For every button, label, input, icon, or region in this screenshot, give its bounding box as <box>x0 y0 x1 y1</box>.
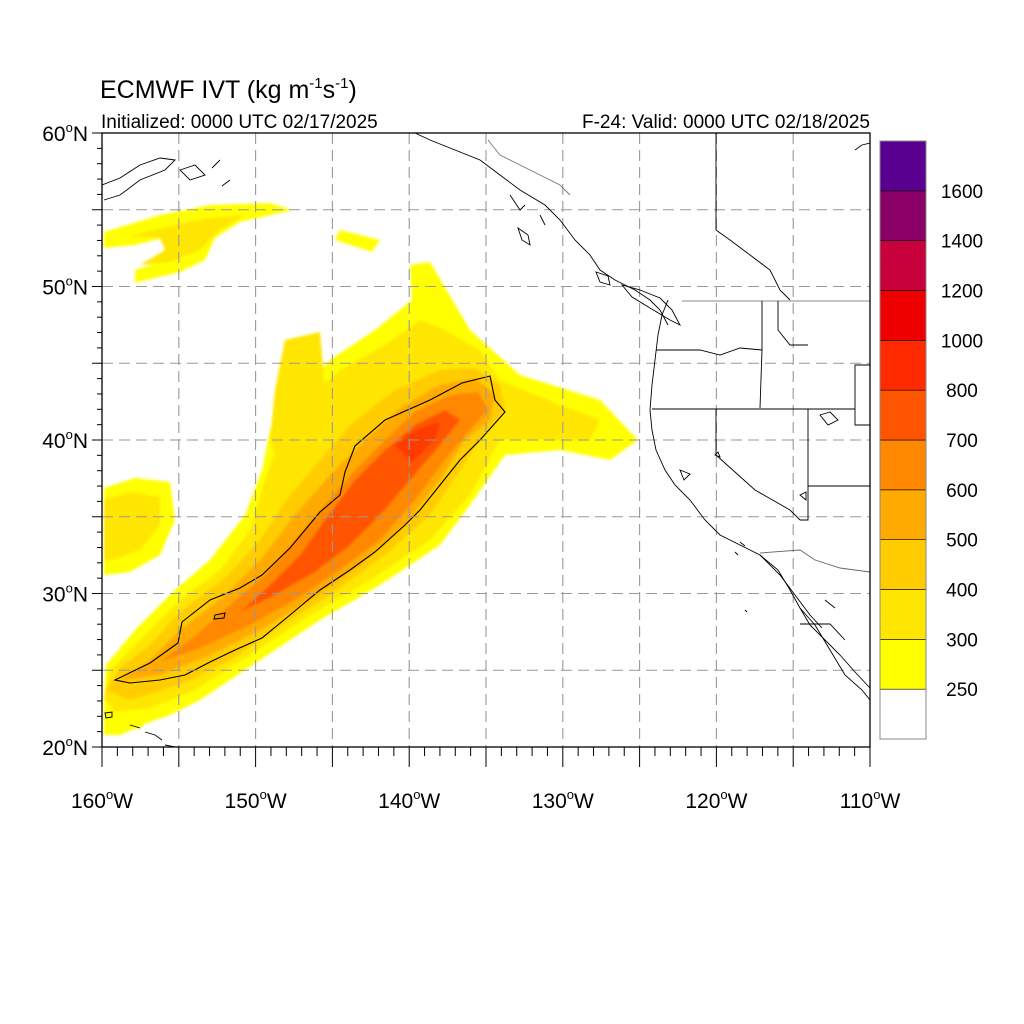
title-units-open: (kg m <box>247 76 310 104</box>
colorbar-label: 300 <box>946 630 978 651</box>
lon-tick-label: 150oW <box>225 787 287 813</box>
colorbar-swatch <box>879 290 927 341</box>
axis-ticks <box>92 132 871 767</box>
lat-tick-label: 60oN <box>42 120 88 146</box>
colorbar-swatch <box>879 340 927 391</box>
ivt-shaded-field <box>104 203 638 735</box>
colorbar-label: 600 <box>946 481 978 502</box>
lon-tick-label: 120oW <box>685 787 747 813</box>
ivt-shade-300-west <box>104 492 160 560</box>
colorbar-label: 400 <box>946 581 978 602</box>
colorbar-swatch <box>879 439 927 491</box>
colorbar-swatch <box>879 140 927 192</box>
lat-tick-label: 50oN <box>42 274 88 300</box>
colorbar-label: 1000 <box>941 331 983 352</box>
subtitle-valid-time: F-24: Valid: 0000 UTC 02/18/2025 <box>582 112 870 133</box>
colorbar-swatch <box>879 539 927 590</box>
colorbar-label: 1600 <box>941 182 983 203</box>
title-units-close: ) <box>348 76 356 104</box>
colorbar: 250 300 400 500 600 700 800 1000 1200 1400 1600 <box>879 140 983 740</box>
ivt-shade-800 <box>395 422 440 462</box>
title-units-exp2: -1 <box>335 75 348 92</box>
colorbar-swatch <box>879 190 927 241</box>
lon-tick-label: 140oW <box>378 787 440 813</box>
title-variable: IVT <box>201 76 240 104</box>
map-plot-area <box>102 133 870 747</box>
figure-title: ECMWF IVT (kg m-1s-1) <box>100 75 357 104</box>
colorbar-swatch <box>879 639 927 690</box>
colorbar-label: 1400 <box>941 232 983 253</box>
ivt-contour-line <box>113 375 506 684</box>
ivt-shade-300-north <box>130 215 245 265</box>
ivt-shade-250-speck1 <box>335 230 380 252</box>
ivt-shade-250-speck2 <box>120 718 142 730</box>
colorbar-swatch <box>879 688 927 740</box>
title-units-mid: s <box>323 76 336 104</box>
ivt-contour-small <box>213 612 226 620</box>
colorbar-swatch <box>879 589 927 640</box>
ivt-shade-700 <box>240 410 460 612</box>
longitude-axis: 160oW 150oW 140oW 130oW 120oW 110oW <box>71 787 901 813</box>
lat-tick-label: 20oN <box>42 734 88 760</box>
lon-tick-label: 130oW <box>532 787 594 813</box>
colorbar-swatch <box>879 389 927 441</box>
lon-tick-label: 160oW <box>71 787 133 813</box>
colorbar-label: 250 <box>946 680 978 701</box>
subtitle-initialized: Initialized: 0000 UTC 02/17/2025 <box>101 112 378 133</box>
lon-tick-label: 110oW <box>840 787 901 813</box>
latitude-axis: 60oN 50oN 40oN 30oN 20oN <box>42 120 88 760</box>
colorbar-label: 1200 <box>941 282 983 303</box>
title-model: ECMWF <box>100 76 194 104</box>
political-borders <box>487 133 870 641</box>
colorbar-swatch <box>879 489 927 540</box>
colorbar-label: 700 <box>946 431 978 452</box>
colorbar-label: 800 <box>946 381 978 402</box>
colorbar-swatch <box>879 240 927 291</box>
lat-lon-grid <box>102 133 870 747</box>
ivt-shade-300-arm <box>270 332 325 470</box>
lat-tick-label: 40oN <box>42 427 88 453</box>
lat-tick-label: 30oN <box>42 581 88 607</box>
title-units-exp1: -1 <box>309 75 322 92</box>
colorbar-label: 500 <box>946 531 978 552</box>
coastlines <box>102 133 870 747</box>
